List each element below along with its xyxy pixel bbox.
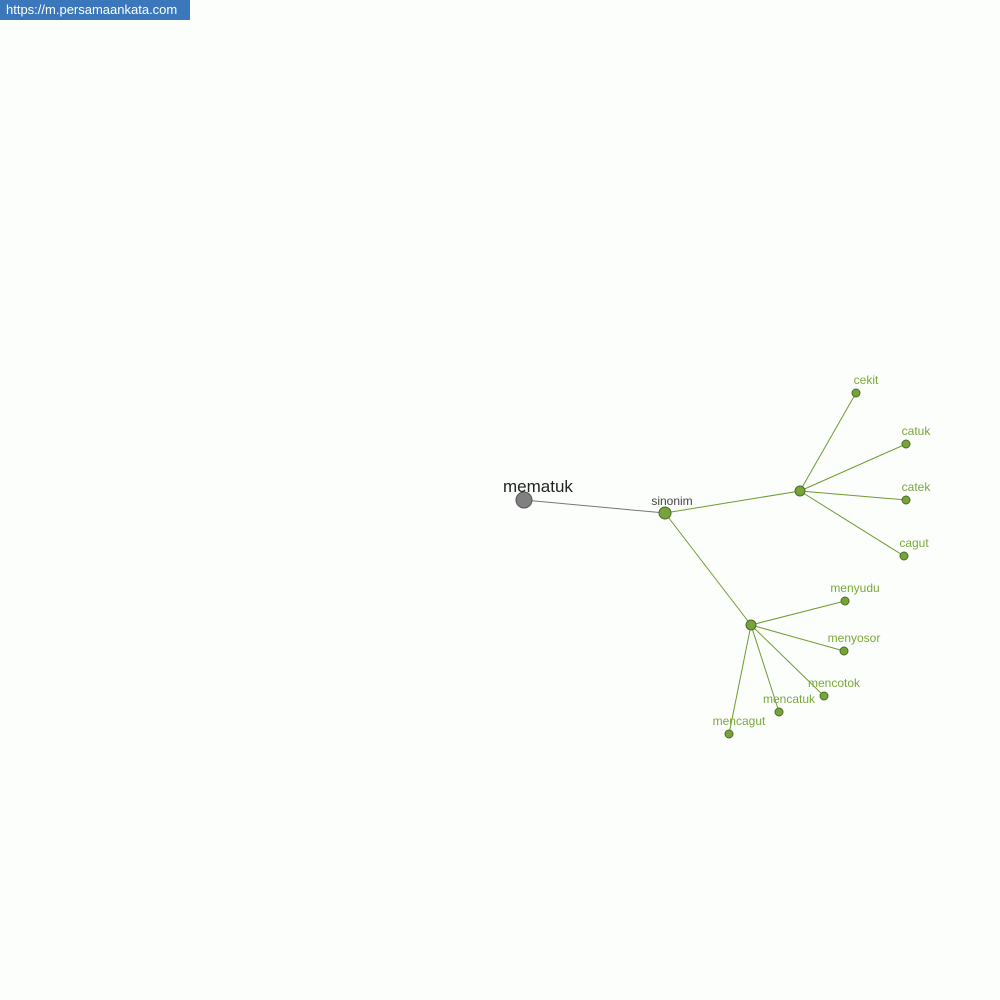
word-node [901,495,911,505]
edge-hub-word [750,624,845,652]
word-node [819,691,829,701]
edge-hub-word [799,490,905,557]
word-node [774,707,784,717]
word-label[interactable]: catek [902,480,932,494]
edge-hub-word [799,392,857,492]
word-label[interactable]: menyosor [828,631,881,645]
word-label[interactable]: cekit [854,373,879,387]
edge-hub-word [750,600,846,626]
word-label[interactable]: mencotok [808,676,861,690]
word-node [839,646,849,656]
edge-hub-word [799,490,907,501]
word-label[interactable]: catuk [902,424,932,438]
word-label[interactable]: mencatuk [763,692,816,706]
word-node [724,729,734,739]
edge-relation-hub [664,490,801,514]
hub-node [745,619,757,631]
root-node [515,491,533,509]
word-node [901,439,911,449]
relation-node [658,506,672,520]
edge-hub-word [728,624,752,735]
edge-hub-word [799,443,907,492]
root-word-label[interactable]: mematuk [503,477,573,496]
hub-node [794,485,806,497]
edge-hub-word [750,624,780,713]
edge-relation-hub [664,512,752,626]
word-node [899,551,909,561]
word-node [840,596,850,606]
edge-hub-word [750,624,825,697]
site-url-banner[interactable]: https://m.persamaankata.com [0,0,190,20]
word-label[interactable]: menyudu [830,581,879,595]
word-node [851,388,861,398]
word-label[interactable]: cagut [899,536,929,550]
edge-root-relation [523,499,666,514]
relation-label[interactable]: sinonim [651,494,692,508]
word-label[interactable]: mencagut [713,714,766,728]
